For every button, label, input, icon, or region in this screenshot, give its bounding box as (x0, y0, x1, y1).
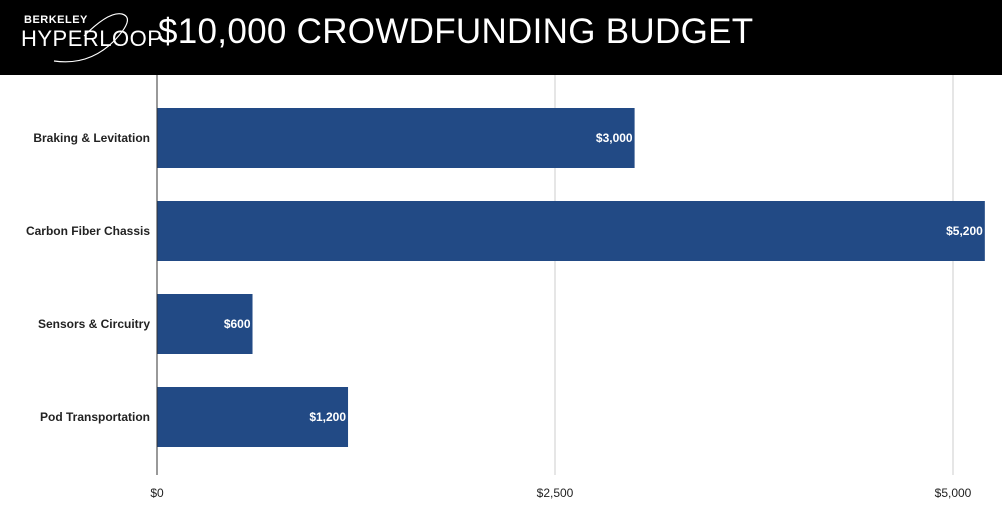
x-tick-label: $5,000 (935, 486, 972, 500)
bar (157, 201, 985, 261)
berkeley-hyperloop-logo: BERKELEY HYPERLOOP (14, 6, 162, 68)
data-label: $5,200 (946, 224, 983, 238)
x-tick-label: $2,500 (537, 486, 574, 500)
logo-text-bottom: HYPERLOOP (21, 26, 163, 51)
x-tick-label: $0 (150, 486, 164, 500)
data-label: $1,200 (309, 410, 346, 424)
logo-swoosh-icon (53, 13, 129, 63)
data-label: $600 (224, 317, 251, 331)
bar (157, 294, 253, 354)
header-bar: BERKELEY HYPERLOOP $10,000 CROWDFUNDING … (0, 0, 1002, 75)
bar (157, 108, 635, 168)
page-title: $10,000 CROWDFUNDING BUDGET (158, 12, 754, 51)
category-label: Braking & Levitation (33, 131, 150, 145)
category-label: Carbon Fiber Chassis (26, 224, 150, 238)
bar-chart: $3,000 Braking & Levitation $5,200 Carbon F… (26, 75, 985, 500)
bar (157, 387, 349, 447)
category-label: Sensors & Circuitry (38, 317, 150, 331)
logo-text-top: BERKELEY (24, 14, 88, 26)
category-label: Pod Transportation (40, 410, 150, 424)
data-label: $3,000 (596, 131, 633, 145)
